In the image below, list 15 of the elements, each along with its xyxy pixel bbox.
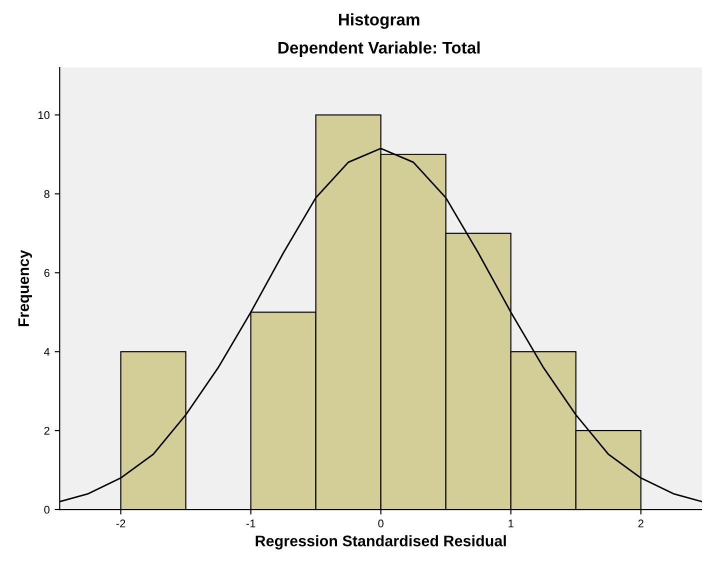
chart-subtitle: Dependent Variable: Total — [278, 41, 480, 57]
x-tick-label: -2 — [116, 520, 126, 528]
y-tick-label: 4 — [44, 348, 50, 356]
x-tick-label: -1 — [246, 520, 256, 528]
x-tick-label: 0 — [378, 520, 384, 528]
x-tick-label: 2 — [638, 520, 644, 528]
x-axis-title: Regression Standardised Residual — [256, 535, 506, 550]
y-axis-title: Frequency — [18, 250, 32, 326]
y-tick-label: 10 — [38, 111, 50, 120]
x-tick-label: 1 — [508, 520, 514, 528]
y-tick-label: 8 — [44, 190, 50, 198]
y-tick-label: 2 — [44, 426, 50, 435]
y-tick-label: 6 — [44, 269, 50, 277]
chart-title: Histogram — [338, 13, 420, 29]
y-tick-label: 0 — [44, 506, 50, 514]
